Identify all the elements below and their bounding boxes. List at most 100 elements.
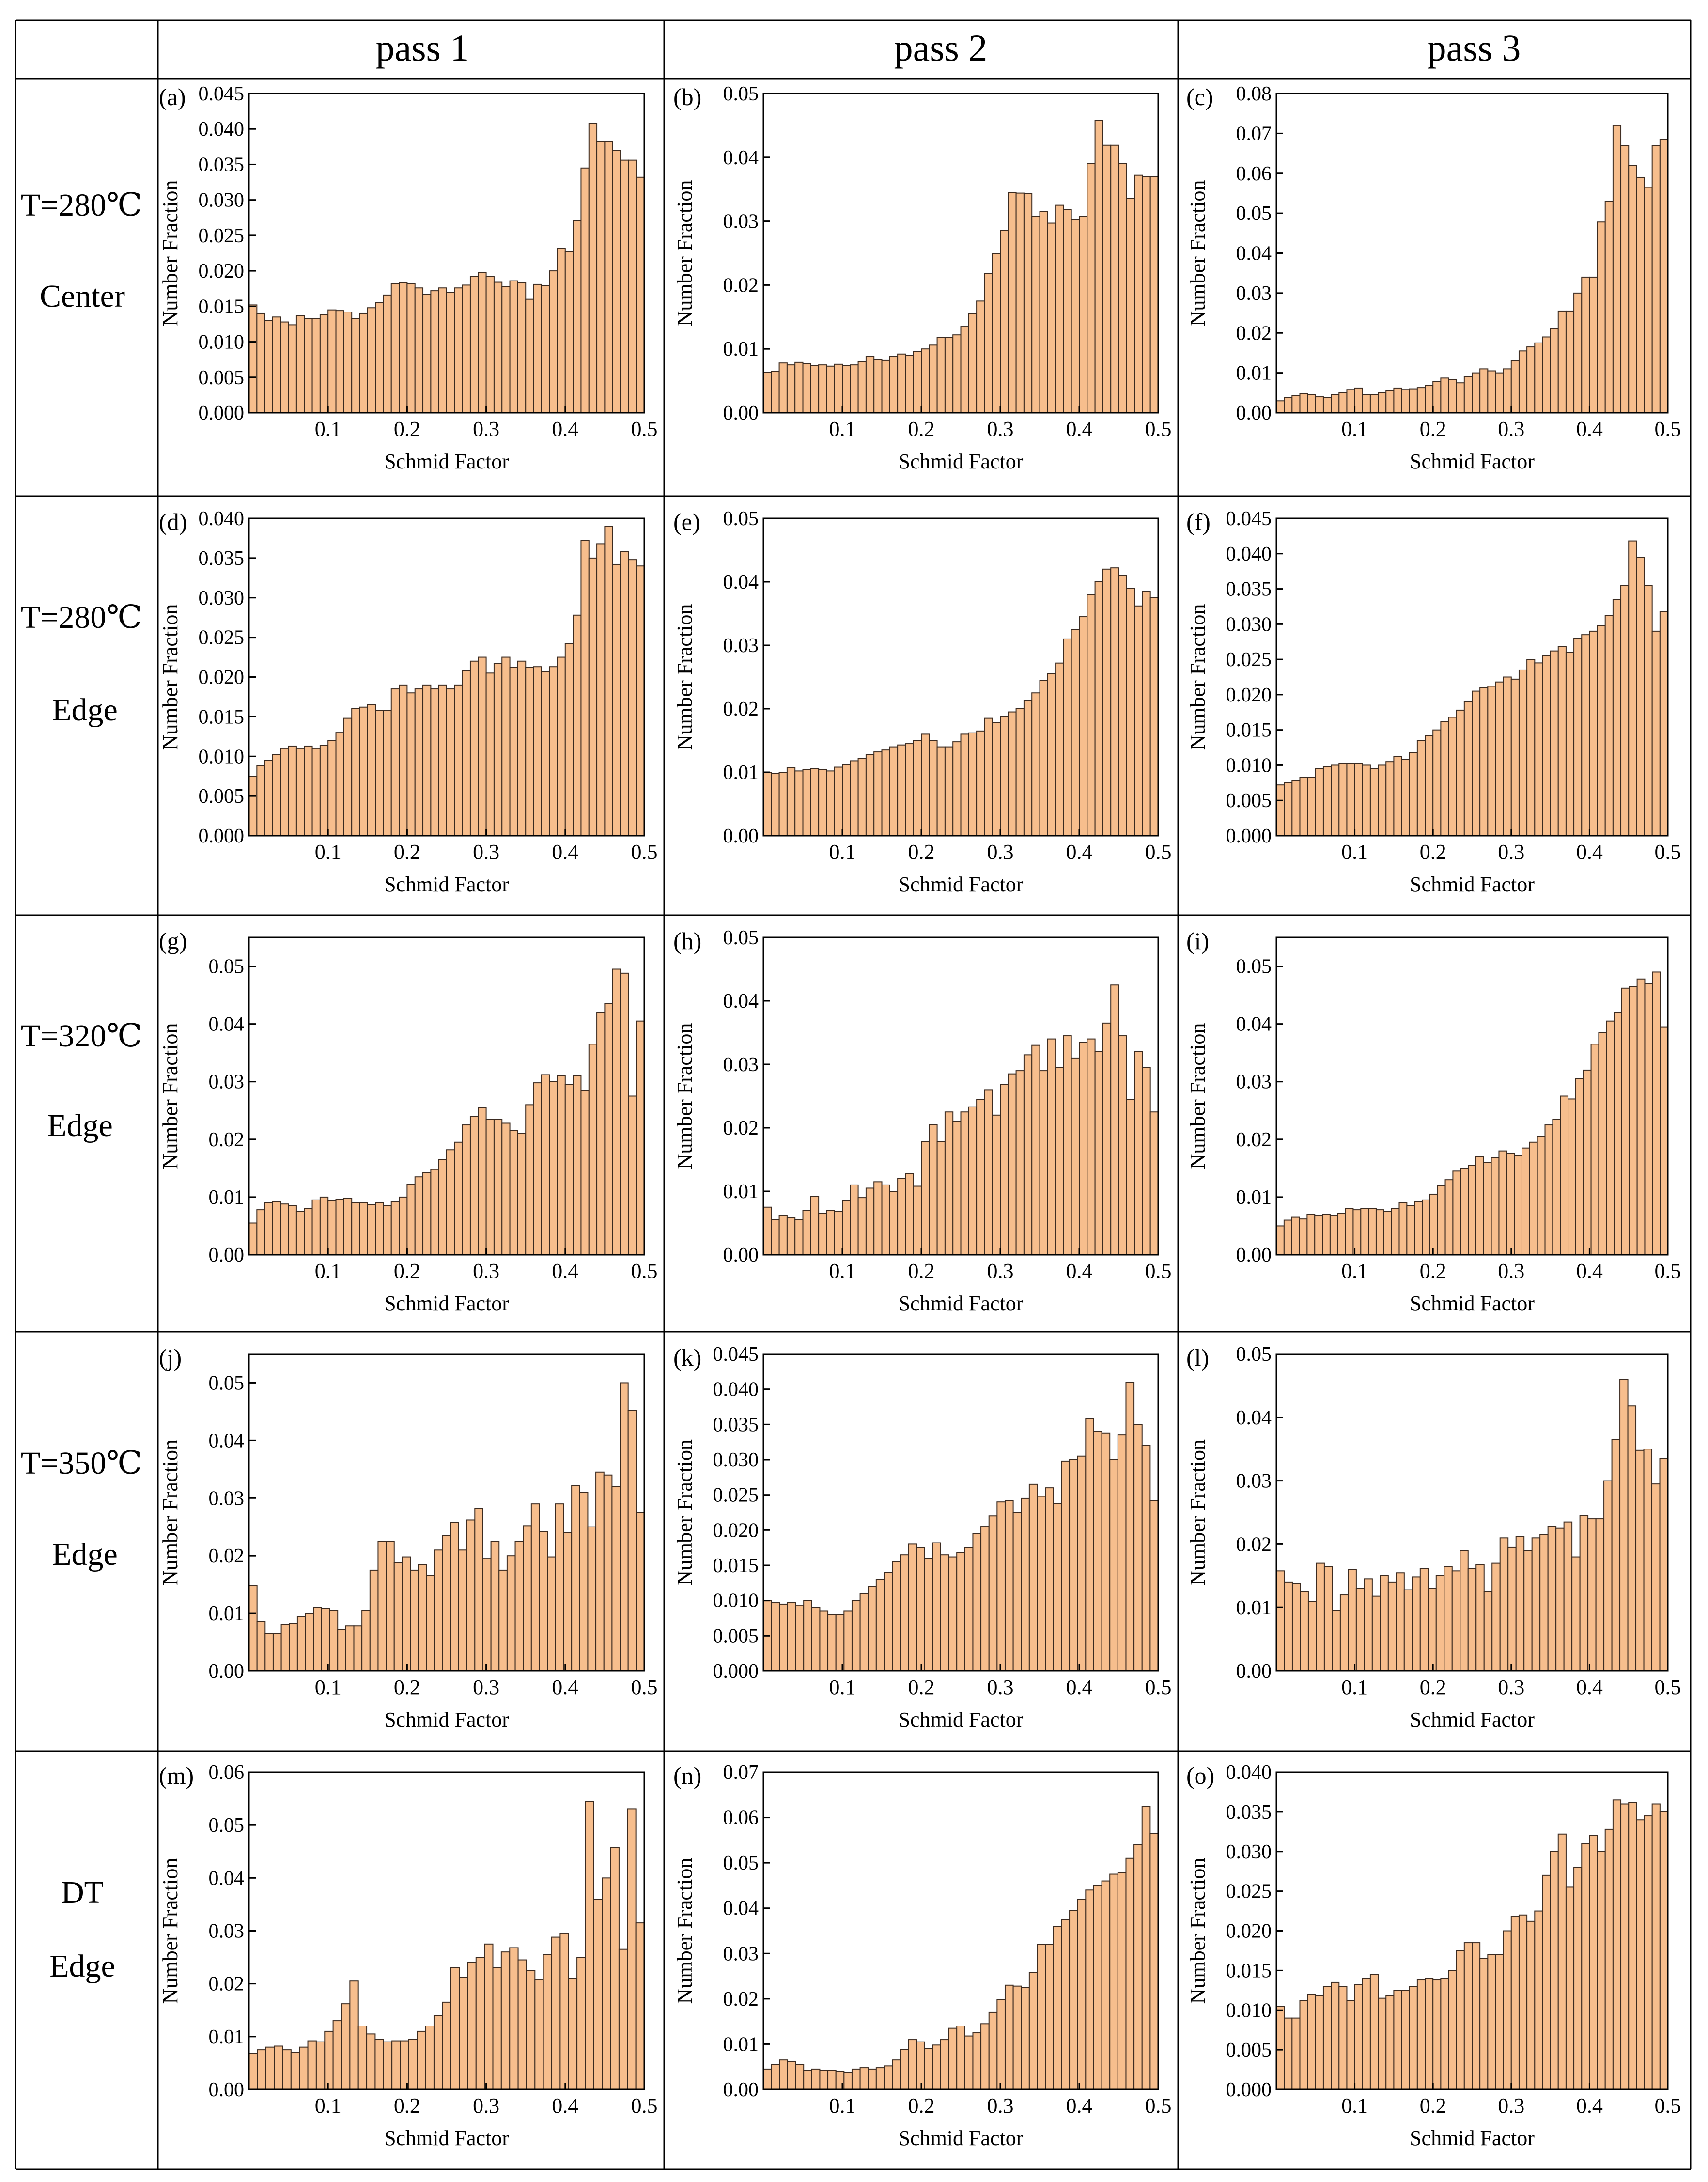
plot-frame — [762, 936, 1159, 1256]
histogram-bar — [1579, 1515, 1589, 1672]
histogram-bar — [889, 1191, 899, 1255]
y-tick-label: 0.015 — [199, 296, 245, 318]
histogram-bar — [1055, 662, 1064, 837]
plot-frame — [248, 93, 645, 414]
y-tick-label: 0.015 — [199, 706, 245, 728]
histogram-bar — [897, 353, 906, 414]
histogram-bar — [588, 1044, 598, 1255]
histogram-bar — [827, 1614, 837, 1672]
histogram-bar — [1550, 1851, 1559, 2090]
histogram-bar — [913, 1185, 922, 1256]
histogram-bar — [1636, 176, 1645, 413]
x-axis-title: Schmid Factor — [1410, 1708, 1535, 1731]
histogram-bar — [1503, 676, 1512, 836]
column-header-pass-1: pass 1 — [376, 27, 469, 69]
histogram-bar — [810, 365, 820, 414]
histogram-bar — [1614, 1012, 1622, 1255]
histogram-bar — [1498, 1150, 1507, 1256]
histogram-bar — [596, 1012, 606, 1255]
histogram-bar — [1291, 395, 1301, 413]
x-tick-label: 0.1 — [315, 2094, 342, 2118]
y-tick-label: 0.030 — [1226, 1841, 1272, 1863]
histogram-bar — [418, 1564, 427, 1671]
histogram-bar — [956, 1552, 965, 1672]
x-tick-label: 0.1 — [829, 2094, 856, 2118]
histogram-bar — [557, 248, 566, 413]
histogram-bar — [1276, 1225, 1285, 1256]
x-axis-title: Schmid Factor — [1410, 450, 1535, 473]
histogram-bar — [1133, 1844, 1143, 2090]
histogram-panel: 0.1 0.2 0.3 0.4 0.5 0.000 0.005 0.010 0.015 0.020… — [1186, 508, 1681, 896]
histogram-bar — [1284, 782, 1293, 837]
histogram-bar — [430, 1169, 439, 1255]
histogram-bar — [290, 2052, 300, 2090]
histogram-bar — [414, 287, 424, 413]
histogram-bar — [319, 314, 329, 414]
histogram-bar — [1435, 1575, 1445, 1672]
histogram-bar — [485, 276, 495, 413]
y-tick-label: 0.05 — [1236, 1343, 1272, 1366]
histogram-bar — [422, 294, 432, 414]
histogram-bar — [1444, 1566, 1453, 1671]
histogram-bar — [1008, 192, 1017, 413]
histogram-bar — [1125, 1857, 1135, 2090]
histogram-bar — [288, 1205, 297, 1255]
histogram-bar — [446, 688, 455, 836]
histogram-bar — [588, 123, 598, 414]
histogram-bar — [865, 754, 875, 836]
y-tick-label: 0.04 — [723, 571, 759, 593]
y-axis-title: Number Fraction — [673, 180, 697, 327]
histogram-bar — [1118, 1035, 1127, 1256]
x-axis-title: Schmid Factor — [899, 873, 1024, 896]
histogram-bar — [819, 2070, 829, 2090]
histogram-bar — [1432, 729, 1442, 836]
histogram-bar — [414, 1176, 424, 1256]
histogram-bar — [1109, 1459, 1118, 1671]
histogram-bar — [763, 1206, 772, 1255]
histogram-bar — [256, 1621, 266, 1671]
y-tick-label: 0.02 — [1236, 1129, 1272, 1151]
histogram-panel: 0.1 0.2 0.3 0.4 0.5 0.000 0.005 0.010 0.015 0.020… — [1186, 1761, 1681, 2150]
histogram-bar — [1037, 1944, 1046, 2090]
histogram-bar — [343, 717, 353, 837]
histogram-bar — [359, 706, 368, 836]
histogram-bar — [1422, 1199, 1430, 1255]
panel-label: (k) — [673, 1344, 701, 1371]
histogram-bar — [924, 1558, 933, 1671]
histogram-bar — [1338, 763, 1348, 836]
histogram-bar — [1597, 625, 1606, 836]
histogram-bar — [563, 1532, 573, 1671]
x-tick-label: 0.3 — [473, 1259, 499, 1283]
histogram-bar — [1055, 1067, 1064, 1256]
histogram-bar — [549, 270, 558, 413]
y-axis-title: Number Fraction — [673, 604, 697, 750]
histogram-bar — [786, 767, 796, 836]
histogram-bar — [1503, 368, 1512, 414]
plot-frame — [762, 1771, 1159, 2090]
histogram-bar — [960, 326, 969, 413]
histogram-bar — [1560, 1095, 1569, 1255]
histogram-bar — [1440, 1978, 1449, 2090]
y-tick-label: 0.03 — [1236, 282, 1272, 305]
y-tick-label: 0.025 — [1226, 1881, 1272, 1903]
y-axis-title: Number Fraction — [1186, 1023, 1210, 1169]
histogram-bar — [1557, 1833, 1567, 2090]
histogram-bar — [509, 667, 518, 836]
histogram-bar — [280, 1624, 290, 1672]
histogram-bar — [1000, 230, 1009, 413]
histogram-bar — [1644, 983, 1653, 1255]
histogram-bar — [787, 1602, 796, 1671]
histogram-bar — [1142, 1067, 1151, 1256]
x-tick-label: 0.3 — [987, 1259, 1014, 1283]
histogram-bar — [868, 1586, 877, 1672]
histogram-bar — [892, 2059, 901, 2090]
histogram-bar — [458, 1549, 467, 1672]
y-axis-title: Number Fraction — [158, 180, 182, 327]
histogram-bar — [478, 1107, 487, 1255]
histogram-bar — [1565, 310, 1575, 413]
histogram-bar — [248, 776, 258, 836]
histogram-bar — [1550, 328, 1559, 414]
x-tick-label: 0.4 — [1066, 1259, 1093, 1283]
y-axis-title: Number Fraction — [1186, 1439, 1210, 1586]
histogram-bar — [1369, 768, 1379, 836]
